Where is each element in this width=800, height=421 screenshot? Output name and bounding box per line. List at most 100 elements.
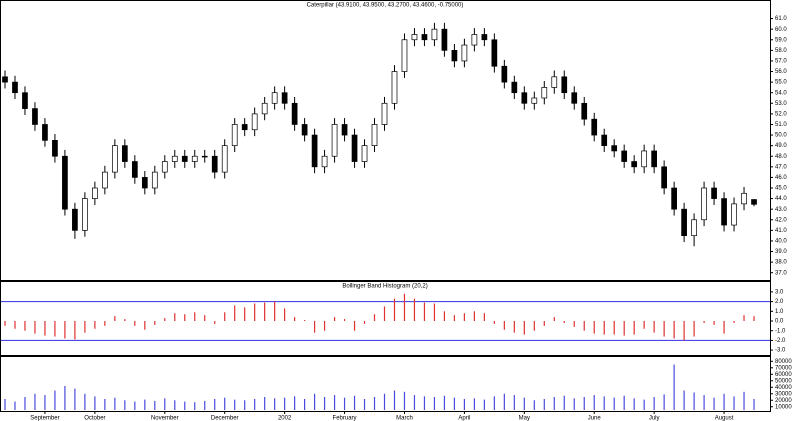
histogram-bar — [4, 321, 6, 326]
volume-bar — [573, 398, 575, 410]
volume-bar — [74, 388, 76, 410]
histogram-bar — [723, 321, 725, 334]
candle-body — [571, 92, 578, 104]
histogram-bar — [224, 312, 226, 321]
histogram-bar — [94, 321, 96, 329]
candle-body — [351, 134, 358, 162]
volume-bar — [683, 390, 685, 410]
y-tick-label: 55.0 — [775, 80, 787, 86]
histogram-bar — [204, 315, 206, 321]
x-tick-label: September — [30, 416, 59, 421]
volume-bar — [294, 396, 296, 410]
candle-body — [431, 28, 438, 41]
y-tick-label: -3.0 — [775, 348, 786, 354]
volume-bar — [723, 393, 725, 410]
histogram-bar — [663, 321, 665, 337]
y-tick-label: 43.0 — [775, 207, 787, 213]
candle-body — [131, 161, 138, 178]
volume-bar — [214, 398, 216, 410]
histogram-bar — [543, 321, 545, 326]
volume-bar — [124, 400, 126, 410]
volume-bar — [254, 398, 256, 410]
candle-body — [42, 124, 48, 141]
y-tick-label: 60.0 — [775, 27, 787, 33]
histogram-bar — [313, 321, 316, 333]
y-tick-label: 40.0 — [775, 239, 787, 245]
histogram-bar — [114, 316, 116, 321]
volume-bar — [643, 399, 645, 410]
histogram-bar — [603, 321, 605, 335]
volume-bar — [194, 402, 196, 410]
candle-body — [581, 102, 588, 120]
x-tick-label: April — [458, 416, 470, 421]
y-tick-label: 1.0 — [775, 309, 784, 315]
candle-body — [721, 198, 727, 226]
volume-bar — [593, 395, 595, 410]
y-tick-label: 30000 — [775, 391, 792, 397]
candle-body — [411, 34, 418, 41]
histogram-bar — [104, 321, 106, 326]
volume-bar — [94, 396, 96, 410]
y-tick-label: 20000 — [775, 398, 792, 404]
histogram-bar — [593, 321, 595, 334]
candle-body — [481, 34, 488, 41]
histogram-bar — [463, 313, 465, 321]
candle-body — [281, 92, 288, 104]
volume-bar — [383, 393, 386, 410]
candle-body — [471, 34, 478, 46]
volume-bar — [154, 400, 156, 410]
histogram-bar — [653, 321, 655, 333]
volume-bar — [363, 398, 366, 410]
volume-bar — [14, 401, 16, 410]
y-tick-label: 61.0 — [775, 16, 787, 22]
candle-body — [651, 150, 658, 168]
candle-body — [151, 171, 158, 189]
histogram-bar — [403, 293, 406, 321]
candle-body — [691, 219, 697, 236]
candle-body — [301, 124, 308, 136]
histogram-bar — [683, 321, 685, 341]
x-tick-label: December — [211, 416, 239, 421]
candle-body — [641, 150, 648, 168]
volume-bar — [144, 399, 146, 410]
volume-panel — [0, 356, 771, 412]
candle-body — [361, 145, 368, 162]
histogram-bar — [733, 321, 735, 323]
candle-body — [521, 92, 528, 104]
histogram-bar — [413, 298, 416, 321]
y-tick-label: 37.0 — [775, 270, 787, 276]
volume-bar — [333, 395, 336, 410]
histogram-bar — [294, 317, 296, 321]
histogram-bar — [14, 321, 16, 329]
histogram-bar — [274, 301, 276, 321]
volume-bar — [503, 393, 505, 410]
volume-bar — [483, 399, 485, 410]
volume-bar — [373, 397, 376, 410]
histogram-bar — [513, 321, 515, 333]
histogram-bar — [244, 307, 246, 321]
candle-body — [271, 92, 278, 104]
volume-bar — [24, 397, 26, 410]
x-tick-label: May — [519, 416, 530, 421]
volume-bar — [274, 398, 276, 410]
volume-bar — [114, 397, 116, 410]
histogram-bar — [34, 321, 36, 334]
histogram-bar — [373, 314, 376, 321]
histogram-bar — [164, 318, 166, 321]
histogram-bar — [264, 302, 266, 321]
candle-body — [82, 198, 88, 231]
candle-body — [621, 150, 628, 162]
candle-body — [231, 124, 238, 146]
volume-bar — [493, 396, 495, 410]
histogram-bar — [443, 311, 446, 321]
histogram-bar — [433, 303, 436, 321]
histogram-bar — [743, 315, 745, 321]
volume-bar — [563, 395, 565, 410]
histogram-bar — [673, 321, 675, 339]
y-tick-label: -2.0 — [775, 338, 786, 344]
candle-body — [751, 199, 757, 205]
volume-bar — [304, 398, 306, 410]
x-tick-label: October — [84, 416, 105, 421]
histogram-bar — [503, 321, 505, 330]
